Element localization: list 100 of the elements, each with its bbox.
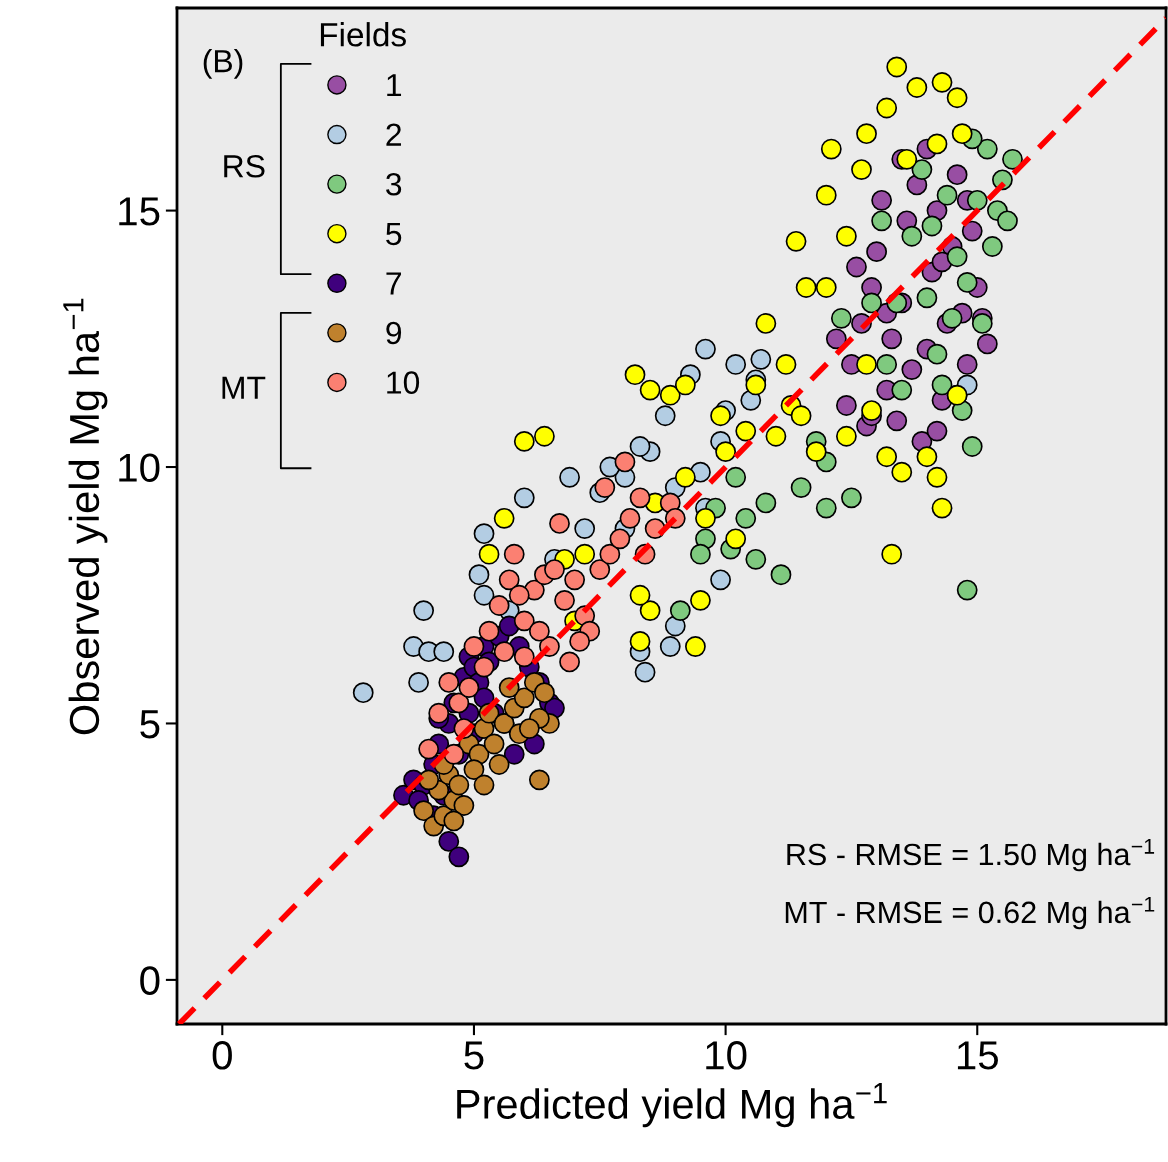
point bbox=[926, 420, 948, 442]
point bbox=[830, 307, 852, 329]
point bbox=[745, 374, 767, 396]
point bbox=[352, 682, 374, 704]
point bbox=[710, 405, 731, 427]
point bbox=[775, 354, 797, 375]
point bbox=[946, 164, 968, 186]
x-axis-title: Predicted yield Mg ha$^{−1}$ bbox=[457, 1083, 887, 1128]
point bbox=[956, 271, 978, 293]
point bbox=[488, 595, 510, 616]
y-tick-label: 5 bbox=[140, 710, 160, 739]
point bbox=[544, 559, 565, 581]
point bbox=[765, 425, 787, 447]
point bbox=[639, 379, 661, 401]
point bbox=[790, 477, 812, 498]
point bbox=[634, 661, 656, 683]
point bbox=[518, 718, 540, 739]
point bbox=[936, 184, 958, 206]
point bbox=[911, 159, 933, 180]
y-tick-label: 15 bbox=[119, 197, 160, 226]
point bbox=[976, 138, 998, 160]
point bbox=[901, 225, 923, 247]
point bbox=[835, 395, 857, 416]
point bbox=[513, 646, 535, 668]
point bbox=[513, 487, 535, 509]
point bbox=[669, 600, 691, 622]
point bbox=[861, 400, 882, 422]
x-tick-label: 0 bbox=[212, 1041, 232, 1070]
annotation: RS - RMSE = 1.50 Mg ha$^{−1}$ bbox=[787, 839, 1155, 872]
point bbox=[448, 774, 470, 796]
legend-label: 10 bbox=[387, 371, 420, 394]
point bbox=[876, 354, 898, 375]
point bbox=[790, 405, 812, 427]
point bbox=[815, 277, 837, 298]
point bbox=[498, 569, 520, 591]
point bbox=[891, 379, 913, 401]
annotation: RS bbox=[224, 154, 265, 178]
point bbox=[971, 313, 993, 334]
point bbox=[448, 846, 470, 868]
point bbox=[408, 672, 429, 693]
point bbox=[659, 384, 681, 406]
point bbox=[735, 420, 757, 442]
point bbox=[473, 584, 495, 606]
point bbox=[508, 584, 530, 606]
point bbox=[549, 513, 570, 534]
point bbox=[513, 610, 535, 632]
point bbox=[624, 364, 646, 386]
point bbox=[473, 656, 495, 678]
point bbox=[946, 246, 968, 268]
point bbox=[710, 569, 731, 591]
point bbox=[659, 636, 681, 657]
point bbox=[589, 559, 611, 581]
point bbox=[629, 487, 651, 509]
point bbox=[750, 348, 772, 370]
legend-label: 2 bbox=[386, 123, 401, 146]
point bbox=[841, 487, 862, 509]
point bbox=[901, 359, 923, 380]
point bbox=[876, 446, 898, 468]
x-tick-label: 10 bbox=[706, 1041, 747, 1070]
point bbox=[554, 589, 575, 611]
point bbox=[418, 738, 440, 760]
point bbox=[956, 579, 978, 601]
point bbox=[473, 523, 495, 545]
y-tick-label: 0 bbox=[140, 966, 160, 995]
point bbox=[513, 430, 535, 452]
point bbox=[690, 543, 711, 565]
point bbox=[629, 436, 651, 457]
point bbox=[528, 769, 550, 791]
point bbox=[866, 241, 888, 263]
point bbox=[825, 328, 847, 350]
point bbox=[835, 225, 857, 247]
point bbox=[574, 518, 596, 539]
legend-label: 1 bbox=[387, 74, 402, 97]
point bbox=[886, 56, 908, 78]
point bbox=[795, 277, 817, 298]
point bbox=[594, 477, 616, 498]
point bbox=[493, 507, 515, 529]
legend-label: 7 bbox=[386, 272, 401, 295]
point bbox=[755, 492, 777, 514]
point bbox=[684, 636, 706, 657]
point bbox=[931, 71, 953, 93]
point bbox=[463, 636, 485, 657]
point bbox=[946, 87, 968, 109]
point bbox=[478, 620, 500, 642]
point bbox=[856, 354, 877, 375]
point bbox=[856, 123, 877, 145]
point bbox=[846, 256, 867, 278]
point bbox=[629, 630, 651, 652]
point bbox=[609, 528, 631, 550]
point bbox=[564, 569, 586, 591]
legend-label: 5 bbox=[386, 222, 402, 246]
point bbox=[690, 589, 711, 611]
point bbox=[755, 313, 777, 334]
point bbox=[483, 733, 505, 755]
point bbox=[976, 333, 998, 355]
legend-label: 9 bbox=[386, 321, 402, 345]
point bbox=[448, 692, 470, 714]
point bbox=[534, 425, 555, 447]
point bbox=[443, 810, 465, 832]
point bbox=[926, 343, 948, 365]
